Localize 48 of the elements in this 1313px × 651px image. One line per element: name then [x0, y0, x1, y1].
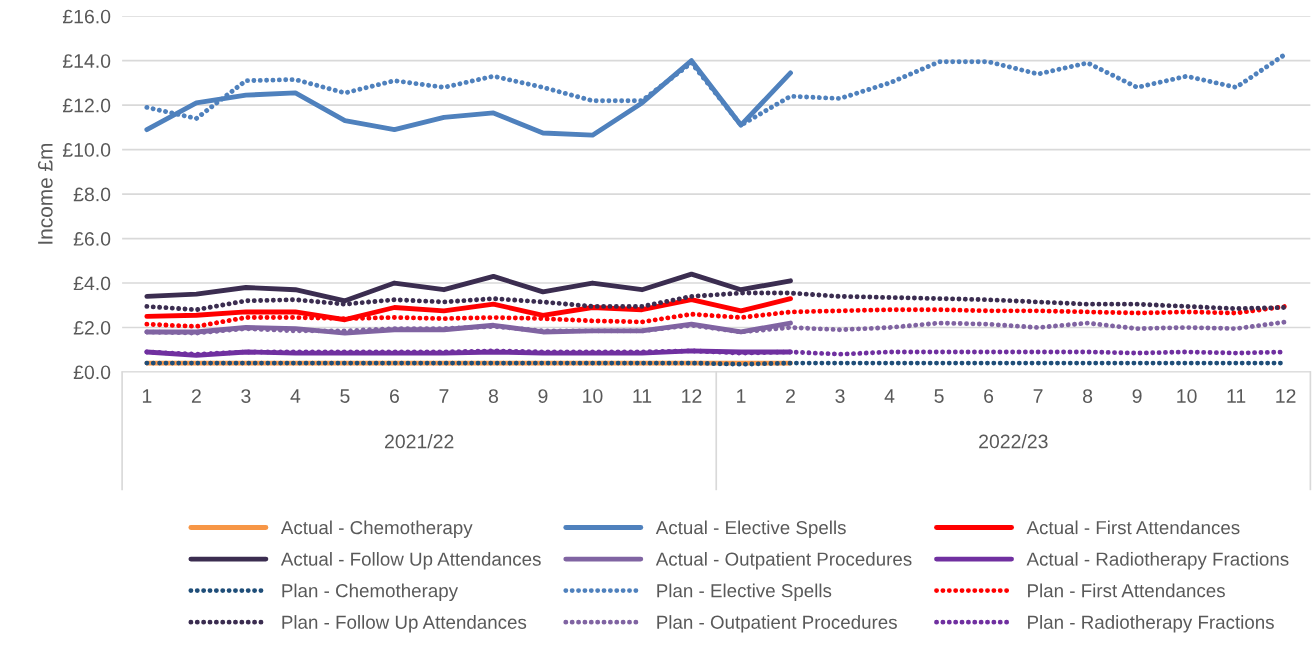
- x-tick-label: 6: [984, 389, 994, 403]
- legend-label: Plan - Follow Up Attendances: [282, 615, 527, 633]
- legend-label: Plan - Radiotherapy Fractions: [1028, 615, 1274, 633]
- y-tick-label: £8.0: [73, 187, 111, 202]
- legend-label: Actual - First Attendances: [1026, 520, 1240, 535]
- x-tick-label: 6: [390, 389, 399, 403]
- x-tick-label: 8: [1083, 389, 1093, 403]
- legend-label: Actual - Follow Up Attendances: [280, 552, 541, 570]
- x-tick-label: 8: [488, 389, 498, 403]
- x-tick-label: 2: [786, 389, 795, 403]
- x-tick-label: 1: [737, 389, 746, 403]
- x-tick-label: 3: [241, 389, 251, 403]
- x-tick-label: 1: [142, 389, 152, 403]
- y-tick-label: £14.0: [62, 54, 111, 68]
- x-tick-label: 12: [682, 389, 702, 403]
- x-tick-label: 9: [1132, 389, 1142, 403]
- x-tick-label: 2: [191, 389, 201, 403]
- legend-label: Plan - Elective Spells: [657, 583, 832, 602]
- x-tick-label: 7: [439, 389, 449, 403]
- legend-label: Plan - Chemotherapy: [282, 583, 459, 602]
- x-tick-label: 7: [1033, 389, 1043, 403]
- y-tick-label: £6.0: [73, 232, 111, 246]
- y-tick-label: £0.0: [73, 365, 111, 380]
- x-tick-label: 10: [583, 389, 603, 403]
- x-tick-label: 12: [1276, 389, 1296, 403]
- legend-label: Plan - First Attendances: [1028, 583, 1225, 598]
- x-tick-label: 4: [884, 389, 895, 403]
- y-tick-label: £2.0: [73, 320, 111, 335]
- y-tick-label: £16.0: [62, 9, 111, 24]
- x-tick-label: 11: [633, 389, 652, 403]
- x-tick-label: 10: [1177, 389, 1197, 403]
- legend-label: Actual - Elective Spells: [655, 520, 846, 538]
- legend-label: Plan - Outpatient Procedures: [657, 615, 897, 633]
- x-tick-label: 11: [1227, 389, 1246, 403]
- legend-label: Actual - Chemotherapy: [280, 520, 473, 538]
- text: 2021/22: [385, 434, 454, 449]
- y-axis-title: Income £m: [37, 143, 53, 244]
- legend-label: Actual - Radiotherapy Fractions: [1026, 552, 1289, 570]
- x-tick-label: 5: [934, 389, 944, 403]
- x-tick-label: 9: [538, 389, 548, 403]
- x-tick-label: 5: [340, 389, 350, 403]
- legend-label: Actual - Outpatient Procedures: [655, 552, 912, 570]
- y-tick-label: £12.0: [62, 98, 111, 113]
- x-tick-label: 4: [290, 389, 301, 403]
- x-tick-label: 3: [835, 389, 845, 403]
- text: 2022/23: [979, 434, 1048, 449]
- y-tick-label: £4.0: [73, 276, 111, 291]
- y-tick-label: £10.0: [62, 143, 111, 157]
